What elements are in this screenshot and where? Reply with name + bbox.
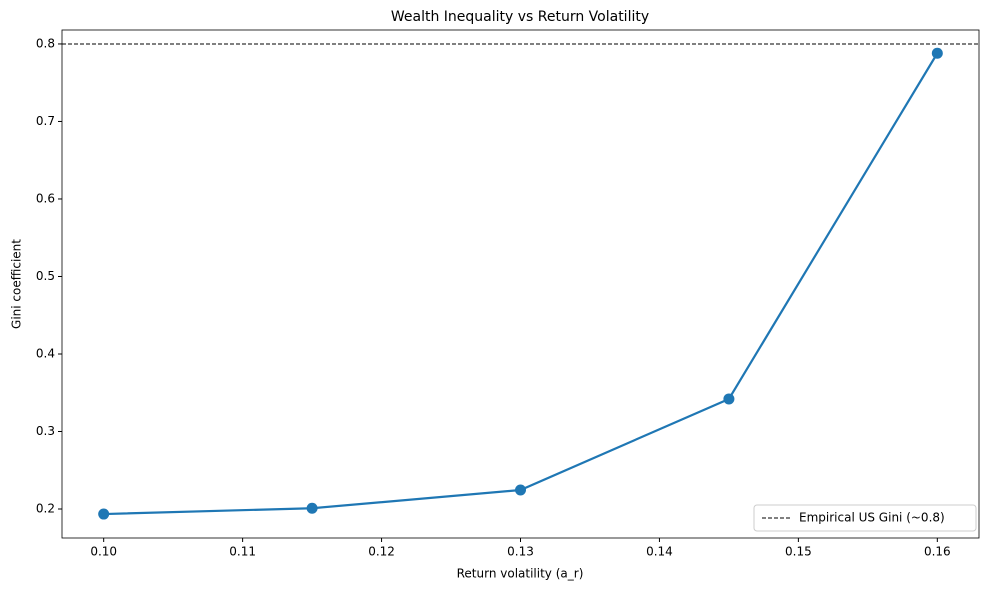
data-line <box>103 52 939 516</box>
y-tick-label: 0.3 <box>36 424 55 438</box>
y-axis-label: Gini coefficient <box>10 239 24 329</box>
x-axis-label: Return volatility (a_r) <box>457 567 584 581</box>
x-tick-label: 0.12 <box>368 545 395 559</box>
data-point <box>306 502 318 514</box>
x-tick-label: 0.14 <box>646 545 673 559</box>
x-tick-label: 0.15 <box>785 545 812 559</box>
y-tick-label: 0.7 <box>36 114 55 128</box>
x-tick-label: 0.16 <box>924 545 951 559</box>
data-point <box>723 393 735 405</box>
legend: Empirical US Gini (~0.8) <box>753 504 977 532</box>
legend-box <box>753 504 977 532</box>
plot-frame <box>61 29 980 539</box>
y-tick-label: 0.8 <box>36 36 55 50</box>
x-tick-label: 0.10 <box>90 545 117 559</box>
legend-label: Empirical US Gini (~0.8) <box>799 511 945 525</box>
x-tick-label: 0.11 <box>229 545 256 559</box>
data-point <box>98 508 110 520</box>
data-point <box>931 47 943 59</box>
chart-title: Wealth Inequality vs Return Volatility <box>391 9 649 25</box>
y-tick-label: 0.5 <box>36 269 55 283</box>
y-tick-label: 0.6 <box>36 191 55 205</box>
y-tick-label: 0.4 <box>36 346 55 360</box>
y-tick-label: 0.2 <box>36 502 55 516</box>
data-point <box>515 484 526 496</box>
x-tick-label: 0.13 <box>507 545 534 559</box>
